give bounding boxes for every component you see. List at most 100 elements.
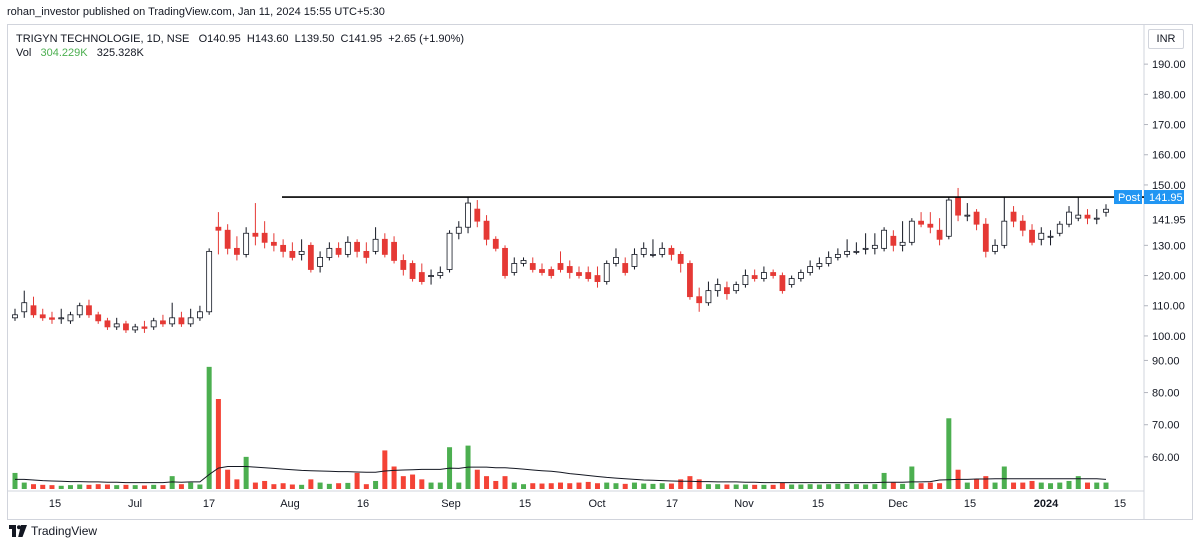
volume-bar (826, 484, 832, 489)
candle-body (557, 263, 564, 270)
candle-body (307, 244, 314, 270)
candle-body (779, 275, 786, 292)
volume-bar (410, 474, 416, 489)
candle-body (640, 247, 647, 255)
candle-body (1038, 232, 1045, 240)
candle-body (381, 238, 388, 255)
volume-label[interactable]: Vol (16, 47, 32, 59)
candle-body (233, 247, 240, 255)
candle-body (76, 305, 83, 316)
volume-bar (345, 482, 351, 489)
candle-body (465, 202, 471, 228)
currency-button[interactable]: INR (1148, 29, 1184, 49)
volume-bar (974, 479, 980, 489)
price-tick-label: 110.00 (1152, 301, 1185, 313)
volume-bar (317, 482, 323, 489)
volume-bar (798, 484, 804, 489)
price-candles (12, 187, 1109, 333)
candle-body (317, 257, 324, 267)
candle-body (104, 320, 111, 328)
time-axis-label: 2024 (1034, 498, 1059, 510)
volume-bar (604, 482, 610, 489)
volume-bar (188, 482, 194, 489)
legend-ohlc-row: TRIGYN TECHNOLOGIE, 1D, NSE O140.95 H143… (16, 32, 464, 46)
volume-bar (86, 484, 92, 489)
candle-body (160, 320, 166, 325)
candle-body (243, 232, 250, 255)
tradingview-icon (9, 525, 27, 537)
candle-body (409, 263, 416, 279)
candle-body (1084, 214, 1091, 219)
candle-body (169, 317, 176, 325)
candle-body (132, 326, 139, 331)
volume-bar (169, 476, 175, 489)
volume-bar (844, 483, 850, 489)
volume-bar (234, 479, 240, 489)
candle-body (936, 229, 943, 240)
volume-bar (197, 484, 203, 489)
candle-body (1056, 223, 1063, 234)
volume-bar (160, 485, 166, 489)
candle-body (113, 323, 120, 328)
candle-body (650, 253, 656, 256)
volume-bar (585, 481, 591, 489)
candle-body (742, 275, 749, 286)
tradingview-logo[interactable]: TradingView (9, 524, 97, 538)
candle-body (603, 263, 610, 282)
candle-body (761, 272, 767, 279)
candle-body (862, 247, 869, 250)
volume-bar (280, 483, 286, 489)
volume-bar (909, 466, 915, 489)
volume-bar (419, 479, 425, 489)
volume-bar (132, 485, 138, 489)
publisher-header: rohan_investor published on TradingView.… (7, 6, 385, 18)
time-axis-label: Sep (441, 498, 461, 510)
candle-body (825, 257, 832, 264)
brand-name: TradingView (31, 524, 98, 538)
time-axis-label: 15 (519, 498, 531, 510)
volume-bar (252, 482, 258, 489)
volume-bar (779, 482, 785, 489)
candle-body (1019, 220, 1026, 231)
volume-bar (30, 484, 36, 489)
time-axis-label: Dec (888, 498, 908, 510)
volume-bar (641, 483, 647, 489)
time-axis-label: 15 (812, 498, 824, 510)
volume-ma-value: 325.328K (96, 47, 144, 59)
volume-bar (594, 483, 600, 489)
volume-bar (391, 466, 397, 489)
candle-body (1075, 214, 1082, 219)
candle-body (67, 314, 74, 322)
post-tag-box (1114, 190, 1142, 205)
candle-body (881, 229, 888, 249)
volume-bar (900, 483, 906, 489)
volume-bar (1011, 482, 1017, 489)
volume-bar (299, 484, 305, 489)
high-value: H143.60 (246, 33, 289, 45)
volume-bar (262, 480, 268, 489)
candle-body (797, 272, 804, 279)
volume-bar (992, 482, 998, 489)
volume-bar (67, 485, 73, 489)
candle-body (187, 317, 194, 325)
candle-body (733, 284, 740, 292)
candle-body (474, 208, 481, 222)
volume-bar (456, 482, 462, 489)
candle-body (280, 244, 287, 252)
volume-bar (696, 479, 702, 489)
candle-body (520, 260, 527, 264)
candle-body (594, 275, 601, 282)
candle-body (687, 263, 693, 298)
price-tick-label: 100.00 (1152, 331, 1186, 343)
volume-tick-label: 80.00 (1152, 388, 1180, 400)
candle-body (206, 250, 213, 313)
volume-bar (1094, 482, 1100, 489)
price-tick-label: 120.00 (1152, 271, 1186, 283)
volume-bar (400, 476, 406, 489)
volume-bar (816, 484, 822, 489)
symbol-name[interactable]: TRIGYN TECHNOLOGIE, 1D, NSE (16, 33, 190, 45)
candle-body (502, 247, 508, 276)
volume-bar (576, 482, 582, 489)
candle-body (261, 232, 268, 243)
